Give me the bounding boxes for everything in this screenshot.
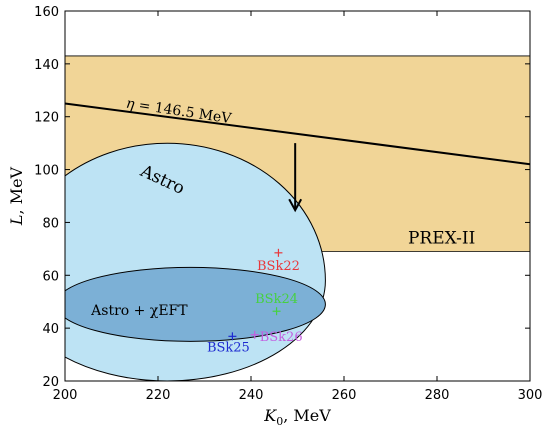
x-tick-label: 220 <box>146 388 171 403</box>
eta-line <box>64 102 531 166</box>
y-tick-label: 120 <box>34 111 59 126</box>
point-bsk22: BSk22 <box>257 248 300 274</box>
x-axis-ticks: 200 220 240 260 280 300 <box>53 11 543 403</box>
x-axis-label: K0, MeV <box>263 406 331 428</box>
point-bsk24: BSk24 <box>255 292 298 316</box>
y-tick-label: 60 <box>42 269 59 284</box>
astro-chieft-region <box>65 266 326 342</box>
astro-chieft-label: Astro + χEFT <box>90 303 188 319</box>
x-label-symbol: K <box>263 406 277 425</box>
y-tick-label: 100 <box>34 164 59 179</box>
points: BSk22 BSk24 BSk25 BSk26 <box>207 248 303 355</box>
y-tick-label: 140 <box>34 58 59 73</box>
point-label-bsk26: BSk26 <box>260 330 303 345</box>
y-tick-label: 160 <box>34 5 59 20</box>
y-tick-label: 40 <box>42 322 59 337</box>
x-label-subscript: 0 <box>276 415 283 428</box>
plot-frame <box>64 10 531 382</box>
y-label-symbol: L <box>7 214 26 226</box>
x-tick-label: 260 <box>332 388 357 403</box>
eta-arrow-head <box>288 198 303 213</box>
point-label-bsk24: BSk24 <box>255 292 298 307</box>
x-tick-label: 300 <box>518 388 543 403</box>
x-label-unit: , MeV <box>283 406 331 425</box>
y-label-unit: , MeV <box>7 166 26 214</box>
y-axis-label: L, MeV <box>7 166 26 226</box>
point-bsk26: BSk26 <box>250 330 303 345</box>
y-tick-label: 80 <box>42 216 59 231</box>
y-tick-label: 20 <box>42 375 59 390</box>
x-tick-label: 280 <box>425 388 450 403</box>
point-bsk25: BSk25 <box>207 332 250 355</box>
point-label-bsk22: BSk22 <box>257 259 300 274</box>
x-tick-label: 240 <box>239 388 264 403</box>
y-axis-ticks: 20 40 60 80 100 120 140 160 <box>34 5 530 390</box>
point-label-bsk25: BSk25 <box>207 340 250 355</box>
x-tick-label: 200 <box>53 388 78 403</box>
eta-symbol: η <box>125 96 136 113</box>
prex-label: PREX-II <box>408 229 475 249</box>
